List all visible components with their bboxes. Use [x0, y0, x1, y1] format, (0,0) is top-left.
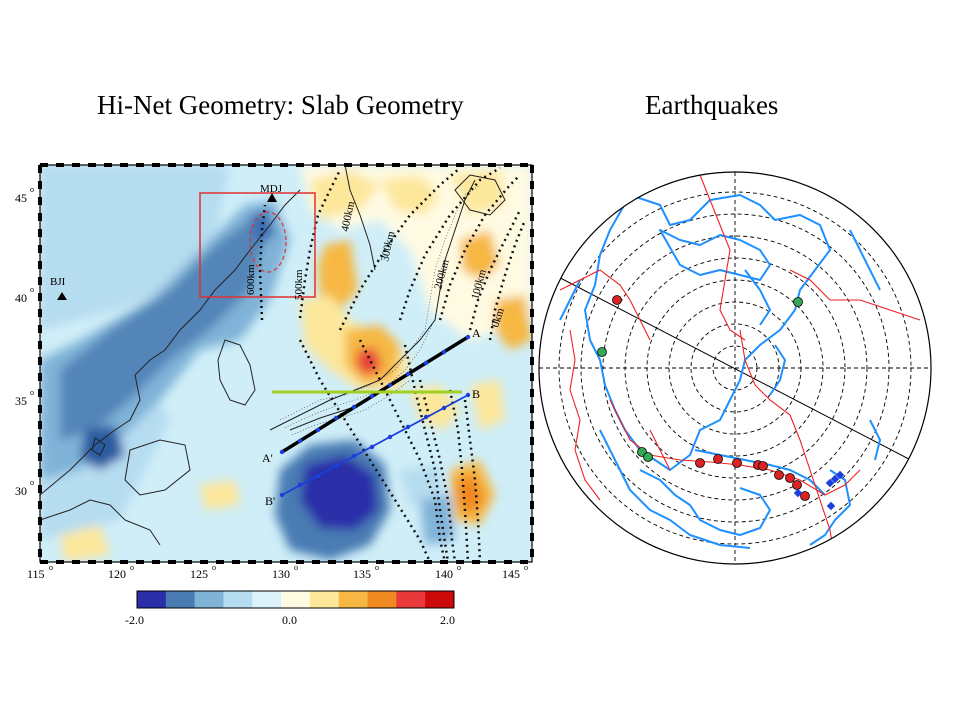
colorbar-mid-label: 0.0 — [282, 613, 297, 627]
back-azimuth-line — [544, 269, 931, 471]
colorbar-cell — [338, 591, 368, 608]
lat-tick-35: 35 — [15, 394, 27, 408]
map-frame — [38, 163, 534, 564]
longitude-ticks: 115 o 120 o 125 o 130 o 135 o 140 o 145 … — [27, 563, 528, 581]
event-red — [785, 473, 795, 483]
event-red — [774, 470, 784, 480]
station-bji-marker — [57, 292, 67, 300]
lon-tick-125: 125 — [190, 567, 208, 581]
right-panel-title: Earthquakes — [645, 90, 779, 120]
study-region-box — [199, 192, 316, 298]
lon-tick-140: 140 — [435, 567, 453, 581]
lat-tick-30: 30 — [15, 484, 27, 498]
events-blue — [793, 470, 845, 511]
lon-tick-135-degree: o — [375, 563, 379, 572]
event-red — [713, 454, 723, 464]
profile-b-end-label: B — [472, 387, 480, 401]
event-green — [643, 452, 653, 462]
lon-tick-120-degree: o — [130, 563, 134, 572]
event-blue — [835, 470, 845, 480]
lon-tick-120: 120 — [108, 567, 126, 581]
colorbar-min-label: -2.0 — [125, 613, 144, 627]
profile-line-b — [281, 394, 469, 496]
event-blue — [825, 478, 835, 488]
lon-tick-125-degree: o — [212, 563, 216, 572]
events-red — [612, 295, 810, 501]
lon-tick-140-degree: o — [457, 563, 461, 572]
colorbar-cell — [223, 591, 253, 608]
latitude-ticks: 45 o 40 o 35 o 30 o — [15, 185, 34, 498]
colorbar-cell — [165, 591, 195, 608]
profile-line-a-dots — [279, 334, 471, 455]
events-green — [597, 297, 803, 462]
contour-label-0km: 0km — [489, 306, 507, 329]
event-green — [793, 297, 803, 307]
slab-depth-contours — [258, 166, 527, 562]
colorbar-max-label: 2.0 — [440, 613, 455, 627]
profile-a-start-label: A' — [262, 451, 273, 465]
lon-tick-135: 135 — [353, 567, 371, 581]
event-red — [695, 458, 705, 468]
lon-tick-145: 145 — [502, 567, 520, 581]
colorbar-cell — [194, 591, 224, 608]
event-red — [758, 461, 768, 471]
distance-rings — [539, 172, 931, 564]
colorbar-cell — [309, 591, 340, 608]
earthquake-polar-map — [538, 171, 932, 565]
colorbar-cell — [137, 591, 167, 608]
profile-b-start-label: B' — [265, 494, 275, 508]
slab-anomaly-ellipse — [249, 211, 287, 273]
colorbar-cell — [396, 591, 426, 608]
lon-tick-115-degree: o — [49, 563, 53, 572]
contour-label-500km: 500km — [293, 269, 305, 300]
coastlines — [40, 165, 506, 546]
event-blue — [793, 488, 803, 498]
lon-tick-145-degree: o — [524, 563, 528, 572]
colorbar — [137, 591, 455, 608]
lon-tick-130: 130 — [272, 567, 290, 581]
velocity-anomaly-field — [40, 165, 532, 562]
profile-a-end-label: A — [472, 326, 481, 340]
lon-tick-130-degree: o — [294, 563, 298, 572]
left-panel-title: Hi-Net Geometry: Slab Geometry — [97, 90, 464, 120]
lat-tick-35-degree: o — [30, 388, 34, 397]
lon-tick-115: 115 — [27, 567, 45, 581]
lat-tick-45: 45 — [15, 191, 27, 205]
colorbar-cell — [367, 591, 397, 608]
lat-tick-40-degree: o — [30, 285, 34, 294]
colorbar-frame — [136, 590, 455, 609]
colorbar-cell — [281, 591, 311, 608]
lat-tick-40: 40 — [15, 291, 27, 305]
globe-outline — [538, 171, 932, 565]
colorbar-cell — [425, 591, 455, 608]
profile-line-a — [281, 335, 469, 454]
event-red — [800, 491, 810, 501]
event-blue — [826, 501, 836, 511]
plate-boundaries — [559, 174, 921, 561]
profile-line-b-dots — [279, 392, 471, 498]
event-red — [792, 480, 802, 490]
lat-tick-45-degree: o — [30, 185, 34, 194]
station-bji-label: BJI — [50, 276, 66, 288]
station-mdj-label: MDJ — [260, 183, 283, 195]
colorbar-cell — [252, 591, 282, 608]
station-mdj-marker — [267, 193, 277, 202]
event-red — [612, 295, 622, 305]
contour-label-600km: 600km — [245, 264, 257, 295]
japan-stations-dots — [279, 184, 481, 436]
event-blue — [830, 474, 840, 484]
event-green — [597, 347, 607, 357]
lat-tick-30-degree: o — [30, 478, 34, 487]
event-red — [732, 458, 742, 468]
